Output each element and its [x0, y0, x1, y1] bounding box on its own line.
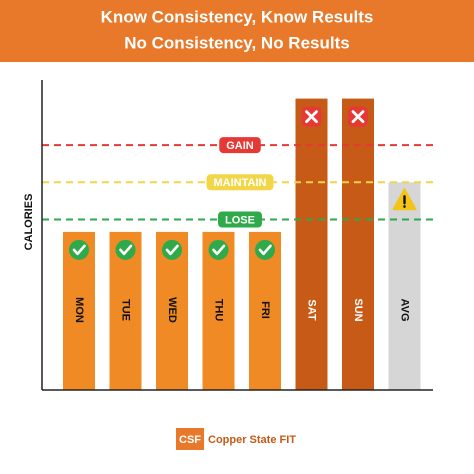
logo-box: [176, 428, 204, 450]
check-mark: [165, 244, 179, 256]
x-category-label: MON: [73, 297, 85, 323]
bar: [388, 182, 421, 390]
status-icon: [115, 239, 136, 260]
reference-pill: [206, 174, 274, 191]
check-mark: [258, 244, 272, 256]
header-band: [0, 0, 474, 62]
logo-text: CSF: [179, 434, 201, 446]
plot-area: MON TUE WED THU FRI SAT SUN AVG GAIN MAINTAIN LOSE: [42, 98, 433, 390]
y-axis-label: CALORIES: [23, 194, 35, 251]
status-icon: [392, 188, 417, 211]
status-icon: [162, 239, 182, 260]
status-icon: [301, 106, 322, 127]
reference-label: MAINTAIN: [214, 177, 267, 189]
cross-mark: [351, 110, 365, 123]
check-circle: [255, 239, 275, 260]
bar: [342, 98, 374, 390]
check-circle: [69, 239, 89, 260]
status-icon: [69, 239, 89, 260]
x-category-label: THU: [213, 299, 225, 322]
check-mark: [119, 244, 133, 256]
check-mark: [72, 244, 86, 256]
check-circle: [115, 239, 136, 260]
check-circle: [208, 239, 229, 260]
cross-mark: [305, 110, 318, 123]
chart-title: Know Consistency, Know Results: [101, 7, 374, 26]
chart-subtitle: No Consistency, No Results: [124, 33, 349, 52]
x-category-label: WED: [166, 297, 178, 323]
status-icon: [208, 239, 229, 260]
x-category-label: SAT: [306, 299, 318, 320]
reference-pill: [219, 137, 261, 154]
reference-pill: [218, 211, 262, 228]
check-mark: [212, 244, 226, 256]
reference-label: GAIN: [226, 140, 254, 152]
x-category-label: SUN: [352, 298, 364, 321]
check-circle: [162, 239, 182, 260]
brand-name: Copper State FIT: [208, 434, 296, 446]
x-category-label: FRI: [259, 301, 271, 319]
reference-label: LOSE: [225, 214, 255, 226]
status-icon: [348, 106, 368, 127]
bar: [295, 98, 328, 390]
x-category-label: AVG: [399, 298, 411, 321]
x-category-label: TUE: [120, 299, 132, 321]
status-icon: [255, 239, 275, 260]
